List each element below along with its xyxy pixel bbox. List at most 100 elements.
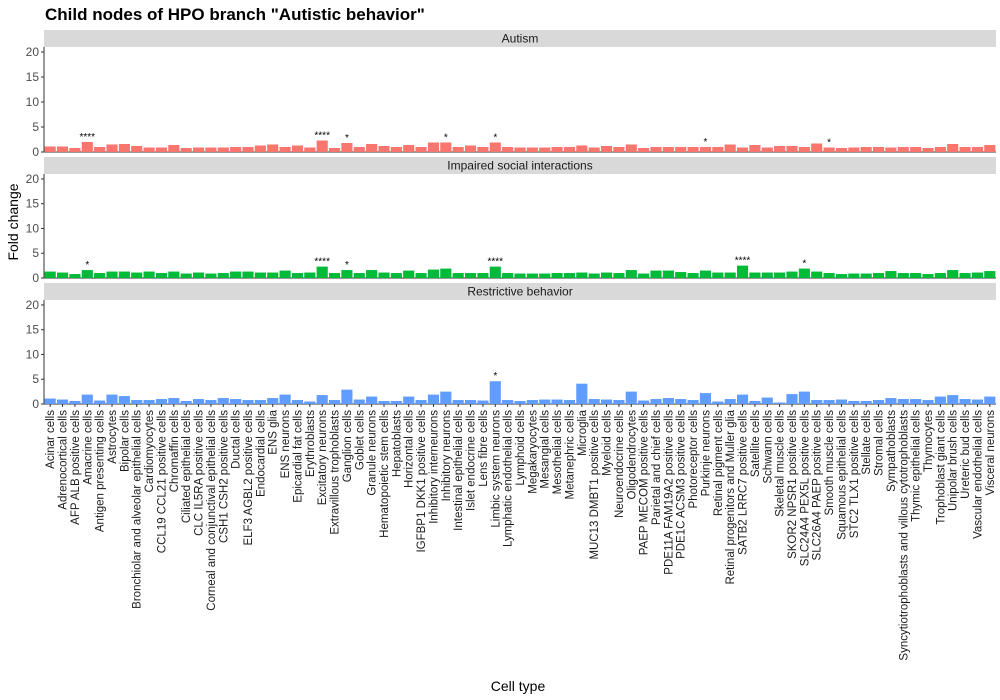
bar [192,147,205,152]
x-tick-label: Goblet cells [354,410,366,470]
bar [835,148,848,152]
bar [427,269,440,278]
bar [106,394,118,404]
bar [811,400,823,404]
y-tick-label: 10 [26,221,40,235]
x-tick-label: Schwann cells [762,410,774,484]
bar [959,399,971,404]
x-tick-label: Unipolar brush cells [948,410,960,511]
bar [131,146,143,152]
bar [81,270,93,278]
bar [403,396,415,404]
bar [502,400,514,404]
bar [56,146,69,152]
y-tick-label: 15 [26,70,40,84]
significance-label: **** [314,131,330,142]
bar [205,400,217,404]
x-tick-label: Chromaffin cells [169,410,181,492]
significance-label: * [345,133,349,144]
bar [984,396,996,404]
bar [687,147,699,152]
x-tick-label: Inhibitory interneurons [428,410,440,524]
bar [168,398,180,404]
bar [267,398,279,404]
bar [712,272,724,278]
bar [168,271,180,278]
bar [934,273,946,278]
x-tick-label: Neuroendocrine cells [614,410,626,518]
x-tick-label: Astrocytes [107,410,119,464]
bar [712,401,724,404]
x-tick-label: CLC IL5RA positive cells [194,410,206,536]
bar [81,394,93,404]
bar [155,399,168,404]
x-tick-label: CCL19 CCL21 positive cells [156,410,168,553]
x-tick-label: PDE11A FAM19A2 positive cells [663,410,675,575]
bar [118,396,130,404]
x-tick-label: Myeloid cells [602,410,614,476]
bar [613,147,625,152]
bar [254,145,266,152]
bar [94,400,106,404]
bar [662,270,674,278]
bar [774,272,786,278]
x-tick-label: Thymocytes [923,410,935,472]
bar [749,401,761,404]
bar [786,146,798,152]
bar [675,272,687,278]
bar [155,147,168,152]
bar [304,401,316,404]
bar [514,273,526,278]
bar [848,147,860,152]
x-tick-label: Squamous epithelial cells [836,410,848,540]
bar [131,272,143,278]
bar [415,400,427,404]
bar [526,273,538,278]
x-tick-label: Acinar cells [45,410,57,469]
bar [341,389,353,404]
bar [464,145,477,152]
x-tick-label: Microglia [577,409,589,456]
bar [749,145,761,152]
bar [984,271,996,278]
bar [687,273,699,278]
bar [217,273,229,278]
bar [502,147,514,152]
bar [254,400,266,404]
x-tick-label: Metanephric cells [564,410,576,500]
bar [872,400,885,404]
bar [502,273,514,278]
bar [242,147,254,152]
x-tick-label: Lymphatic endothelial cells [503,410,515,547]
strip-label: Restrictive behavior [467,285,572,299]
y-tick-label: 20 [26,172,40,186]
bar [230,271,242,278]
bar [675,147,687,152]
bar [526,400,538,404]
bar [390,273,402,278]
bar [687,400,699,404]
y-tick-label: 10 [26,95,40,109]
significance-label: * [704,137,708,148]
bar [798,391,810,404]
significance-label: * [444,133,448,144]
bar [811,143,823,152]
bar [353,399,365,404]
bar [848,273,860,278]
bar [539,147,551,152]
y-tick-label: 15 [26,197,40,211]
bar [378,146,390,152]
bar [366,144,378,152]
significance-label: **** [79,132,95,143]
bar [600,399,613,404]
bar [761,272,773,278]
bar [341,270,353,278]
bar [180,273,192,278]
bar [662,398,674,404]
bar [774,402,786,404]
x-tick-label: Photoreceptor cells [688,410,700,509]
bar [328,273,341,278]
bar [192,399,205,404]
bar [267,144,279,152]
